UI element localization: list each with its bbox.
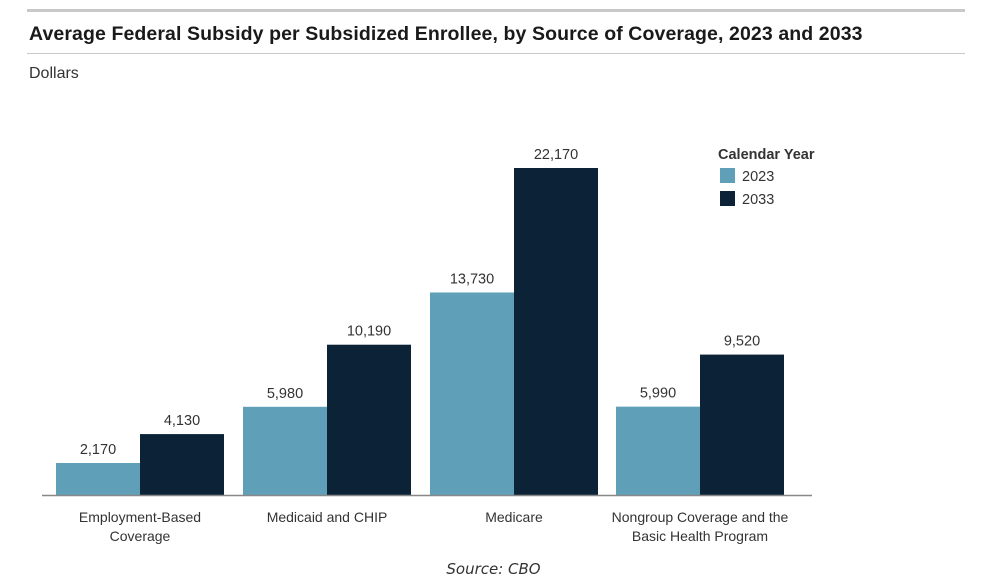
category-label-3-0: Nongroup Coverage and the	[612, 509, 789, 525]
data-label-2023-1: 5,980	[267, 386, 303, 402]
bar-2023-0	[56, 462, 140, 495]
data-label-2023-0: 2,170	[80, 442, 116, 458]
chart-subtitle: Dollars	[29, 65, 79, 82]
bar-2033-3	[700, 354, 784, 495]
source-note: Source: CBO	[446, 560, 541, 578]
category-label-1-0: Medicaid and CHIP	[267, 509, 388, 525]
legend-label-2033: 2033	[742, 192, 774, 208]
legend-swatch-2023	[720, 168, 735, 183]
category-label-0-0: Employment-Based	[79, 509, 201, 525]
data-label-2023-3: 5,990	[640, 386, 676, 402]
data-label-2033-3: 9,520	[724, 334, 760, 350]
bar-2023-1	[243, 406, 327, 495]
legend-swatch-2033	[720, 191, 735, 206]
legend-label-2023: 2023	[742, 169, 774, 185]
legend-title: Calendar Year	[718, 147, 815, 163]
bar-2023-2	[430, 292, 514, 495]
category-label-2-0: Medicare	[485, 509, 543, 525]
data-label-2023-2: 13,730	[450, 271, 494, 287]
top-rule	[27, 9, 965, 12]
data-label-2033-1: 10,190	[347, 324, 391, 340]
category-label-3-1: Basic Health Program	[632, 528, 768, 544]
data-label-2033-0: 4,130	[164, 413, 200, 429]
bar-2033-2	[514, 168, 598, 495]
bar-2033-1	[327, 344, 411, 495]
data-label-2033-2: 22,170	[534, 147, 578, 163]
bar-2023-3	[616, 406, 700, 495]
bar-2033-0	[140, 434, 224, 495]
chart-title: Average Federal Subsidy per Subsidized E…	[29, 23, 863, 45]
title-rule	[27, 53, 965, 54]
category-label-0-1: Coverage	[110, 528, 171, 544]
